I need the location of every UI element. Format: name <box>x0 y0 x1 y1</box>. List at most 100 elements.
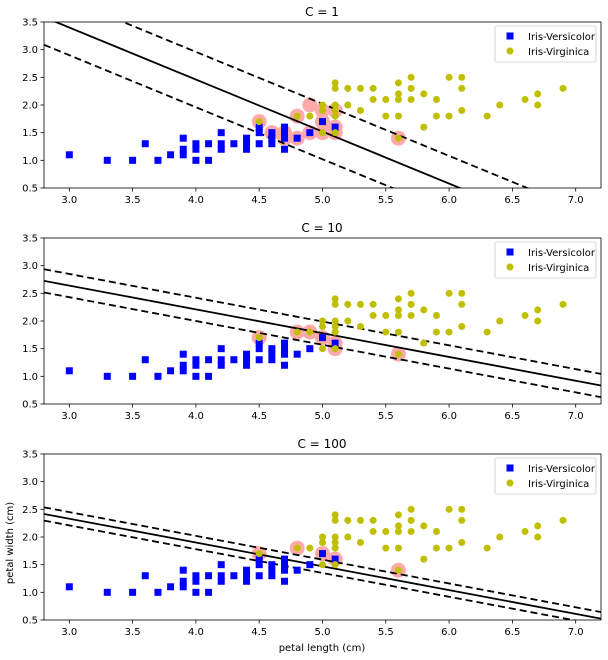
subplot-title: C = 1 <box>305 5 339 19</box>
versicolor-point <box>281 561 289 569</box>
virginica-point <box>394 350 402 358</box>
versicolor-point <box>179 151 187 159</box>
virginica-point <box>344 300 352 308</box>
versicolor-point <box>281 350 289 358</box>
virginica-point <box>382 544 390 552</box>
versicolor-point <box>103 156 111 164</box>
x-tick-label: 4.0 <box>188 195 204 206</box>
virginica-point <box>420 339 428 347</box>
virginica-point <box>445 112 453 120</box>
versicolor-point <box>192 372 200 380</box>
x-tick-label: 3.5 <box>125 627 141 638</box>
virginica-point <box>407 73 415 81</box>
virginica-point <box>331 516 339 524</box>
plot-area <box>44 268 601 399</box>
versicolor-point <box>205 156 213 164</box>
versicolor-point <box>306 345 314 353</box>
versicolor-point <box>192 588 200 596</box>
versicolor-point <box>205 140 213 148</box>
versicolor-point <box>331 555 339 563</box>
y-tick-label: 0.5 <box>22 400 38 411</box>
versicolor-point <box>217 140 225 148</box>
virginica-point <box>369 300 377 308</box>
legend-virginica-label: Iris-Virginica <box>528 479 589 490</box>
x-tick-label: 6.5 <box>504 411 520 422</box>
legend-virginica-marker <box>506 47 514 55</box>
x-tick-label: 5.5 <box>378 411 394 422</box>
virginica-point <box>331 561 339 569</box>
virginica-point <box>394 306 402 314</box>
versicolor-point <box>129 588 137 596</box>
x-tick-label: 3.5 <box>125 411 141 422</box>
versicolor-point <box>217 572 225 580</box>
virginica-point <box>331 101 339 109</box>
versicolor-point <box>268 566 276 574</box>
virginica-point <box>319 533 326 541</box>
virginica-point <box>458 84 466 92</box>
virginica-point <box>407 516 415 524</box>
x-tick-label: 4.0 <box>188 411 204 422</box>
versicolor-point <box>255 140 263 148</box>
virginica-point <box>458 516 466 524</box>
virginica-point <box>394 511 402 519</box>
virginica-point <box>293 112 301 120</box>
y-tick-label: 3.0 <box>22 261 38 272</box>
versicolor-point <box>154 372 162 380</box>
virginica-point <box>432 95 440 103</box>
versicolor-point <box>65 583 73 591</box>
versicolor-point <box>293 566 301 574</box>
versicolor-point <box>65 151 73 159</box>
y-tick-label: 1.5 <box>22 128 38 139</box>
versicolor-point <box>179 566 187 574</box>
virginica-point <box>394 295 402 303</box>
virginica-point <box>521 527 529 535</box>
virginica-point <box>356 539 364 547</box>
y-tick-label: 3.0 <box>22 477 38 488</box>
virginica-point <box>331 539 339 547</box>
virginica-point <box>496 533 504 541</box>
virginica-point <box>445 544 453 552</box>
virginica-point <box>394 90 402 98</box>
versicolor-point <box>306 561 314 569</box>
versicolor-point <box>255 339 263 347</box>
versicolor-point <box>268 345 276 353</box>
margin-lower-line <box>44 519 578 620</box>
versicolor-point <box>217 129 225 137</box>
versicolor-point <box>243 134 251 142</box>
virginica-point <box>369 527 377 535</box>
y-tick-label: 0.5 <box>22 616 38 627</box>
margin-lower-line <box>44 43 395 188</box>
virginica-point <box>331 533 339 541</box>
virginica-point <box>382 527 390 535</box>
virginica-point <box>331 328 339 336</box>
legend-box <box>494 25 597 63</box>
x-tick-label: 3.0 <box>61 195 77 206</box>
versicolor-point <box>255 555 263 563</box>
versicolor-point <box>179 367 187 375</box>
versicolor-point <box>255 129 263 137</box>
legend-versicolor-label: Iris-Versicolor <box>528 464 596 475</box>
x-tick-label: 5.0 <box>315 627 331 638</box>
virginica-point <box>356 300 364 308</box>
margin-upper-line <box>44 268 601 375</box>
legend-versicolor-label: Iris-Versicolor <box>528 248 596 259</box>
y-tick-label: 1.5 <box>22 344 38 355</box>
virginica-point <box>382 328 390 336</box>
versicolor-point <box>167 367 175 375</box>
x-tick-label: 6.5 <box>504 627 520 638</box>
versicolor-point <box>141 572 149 580</box>
virginica-point <box>496 317 504 325</box>
versicolor-point <box>217 345 225 353</box>
versicolor-point <box>319 334 326 342</box>
virginica-point <box>420 555 428 563</box>
virginica-point <box>331 544 339 552</box>
y-tick-label: 3.5 <box>22 18 38 29</box>
subplot-c-1: C = 1 3.0 3.5 4.0 4.5 5.0 5.5 6.0 6.5 7.0 0.5 1.0 1… <box>22 5 602 206</box>
virginica-point <box>319 561 326 569</box>
virginica-point <box>559 84 567 92</box>
versicolor-point <box>154 156 162 164</box>
versicolor-point <box>154 588 162 596</box>
versicolor-point <box>268 134 276 142</box>
virginica-point <box>344 317 352 325</box>
versicolor-point <box>205 588 213 596</box>
